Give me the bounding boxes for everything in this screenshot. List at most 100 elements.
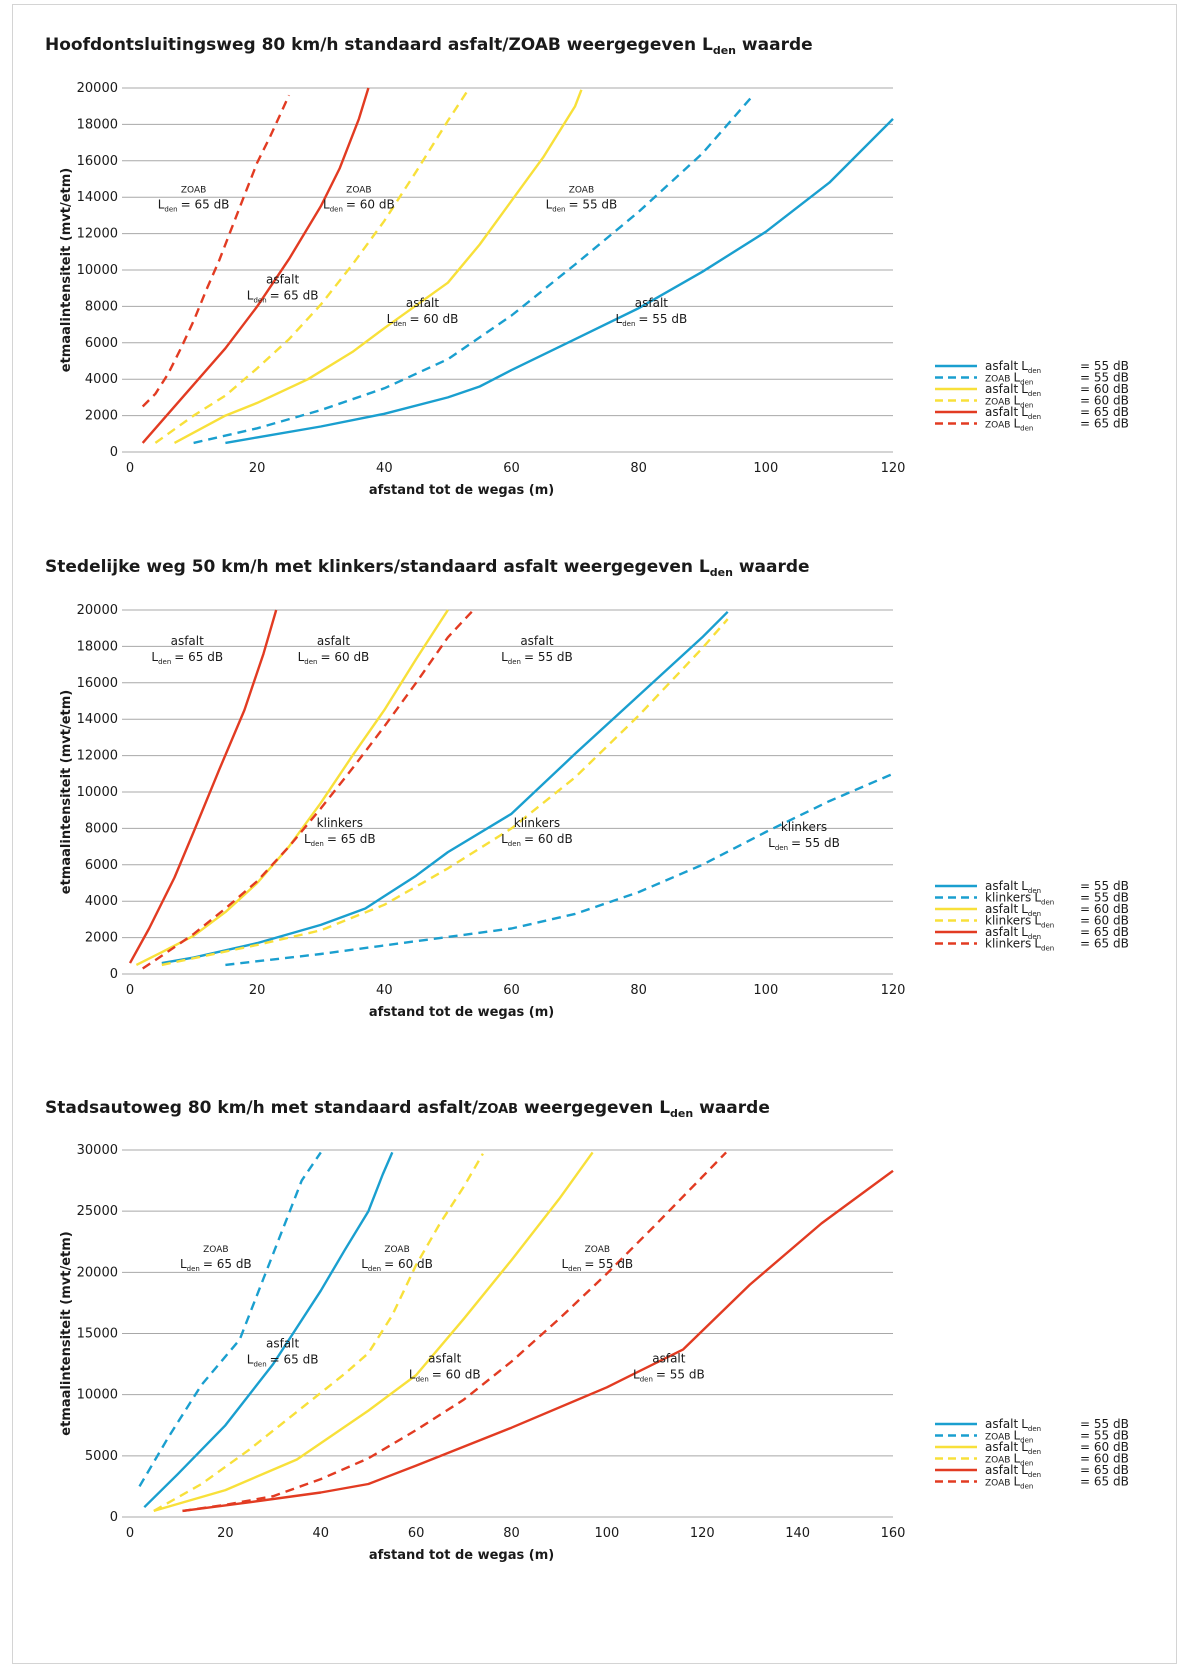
legend-subscript: den — [1020, 425, 1033, 433]
legend-label: asfalt Lden — [985, 1463, 1041, 1479]
legend-value: = 60 dB — [1080, 394, 1129, 408]
y-tick-label: 5000 — [85, 1449, 118, 1464]
annotation-symbol: L — [561, 1257, 568, 1271]
legend-symbol: L — [1021, 879, 1028, 893]
legend-subscript: den — [1028, 390, 1041, 398]
legend-label-text: asfalt — [985, 1463, 1019, 1477]
series-line-blue-solid — [161, 610, 729, 965]
y-tick-label: 16000 — [77, 154, 118, 169]
legend-label: klinkers Lden — [985, 891, 1054, 907]
legend-label-text: asfalt — [985, 925, 1019, 939]
legend-subscript: den — [1028, 1448, 1041, 1456]
x-tick-label: 0 — [126, 1526, 134, 1541]
annotation-label: ZOAB — [384, 1245, 409, 1255]
annotation-symbol: L — [546, 197, 553, 211]
x-tick-label: 120 — [881, 461, 906, 476]
y-tick-label: 6000 — [85, 336, 118, 351]
annotation-value: Lden = 60 dB — [501, 832, 573, 848]
annotation-db: = 60 dB — [346, 197, 395, 211]
legend-subscript: den — [1028, 910, 1041, 918]
x-tick-label: 40 — [376, 983, 393, 998]
y-tick-label: 20000 — [77, 603, 118, 618]
legend-symbol: L — [1034, 914, 1041, 928]
legend-label: asfalt Lden — [985, 1440, 1041, 1456]
series-line-red-solid — [141, 87, 370, 444]
x-tick-label: 80 — [630, 461, 647, 476]
annotation-value: Lden = 65 dB — [158, 197, 230, 213]
annotation-db: = 60 dB — [432, 1367, 481, 1381]
chart-title: Hoofdontsluitingsweg 80 km/h standaard a… — [45, 35, 813, 57]
legend-value: = 65 dB — [1080, 417, 1129, 431]
chart-title-symbol: L — [702, 35, 713, 55]
chart-title-text: Hoofdontsluitingsweg 80 km/h standaard a… — [45, 35, 702, 55]
annotation-label: ZOAB — [346, 185, 371, 195]
x-tick-label: 20 — [249, 983, 266, 998]
x-tick-label: 100 — [753, 461, 778, 476]
x-tick-label: 80 — [503, 1526, 520, 1541]
legend-label: ZOAB Lden — [985, 1475, 1033, 1491]
annotation-value: Lden = 65 dB — [151, 650, 223, 666]
legend-label: asfalt Lden — [985, 359, 1041, 375]
annotation-subscript: den — [640, 1375, 653, 1383]
annotation-label: klinkers — [514, 816, 560, 830]
legend-subscript: den — [1028, 367, 1041, 375]
chart-title-end: waarde — [693, 1098, 770, 1118]
x-tick-label: 40 — [312, 1526, 329, 1541]
series-line-red-dashed — [142, 609, 475, 970]
legend-label-text: asfalt — [985, 359, 1019, 373]
legend-subscript: den — [1041, 922, 1054, 930]
annotation-subscript: den — [311, 840, 324, 848]
annotation-label: asfalt — [266, 1337, 300, 1351]
annotation-label: asfalt — [652, 1351, 686, 1365]
legend-label-text: ZOAB — [985, 1433, 1010, 1443]
annotation-symbol: L — [501, 832, 508, 846]
legend-subscript: den — [1020, 379, 1033, 387]
series-line-yellow-solid — [173, 89, 583, 444]
annotation-value: Lden = 55 dB — [616, 312, 688, 328]
legend-subscript: den — [1028, 1425, 1041, 1433]
annotation-value: Lden = 60 dB — [387, 312, 459, 328]
legend-value: = 55 dB — [1080, 879, 1129, 893]
chart-1: Hoofdontsluitingsweg 80 km/h standaard a… — [45, 35, 1129, 498]
chart-title-smallcaps: ZOAB — [478, 1102, 518, 1117]
legend-symbol: L — [1013, 371, 1020, 385]
annotation-db: = 65 dB — [203, 1257, 252, 1271]
annotation-value: Lden = 60 dB — [361, 1257, 433, 1273]
legend-value: = 65 dB — [1080, 405, 1129, 419]
y-tick-label: 12000 — [77, 749, 118, 764]
y-tick-label: 20000 — [77, 1265, 118, 1280]
x-tick-label: 0 — [126, 461, 134, 476]
series-line-red-dashed — [141, 94, 291, 408]
annotation-symbol: L — [501, 650, 508, 664]
annotation-symbol: L — [768, 836, 775, 850]
annotation-symbol: L — [323, 197, 330, 211]
y-tick-label: 18000 — [77, 639, 118, 654]
y-tick-label: 16000 — [77, 676, 118, 691]
y-axis-title: etmaalintensiteit (mvt/etm) — [59, 168, 74, 372]
chart-title-subscript: den — [713, 44, 736, 57]
x-tick-label: 60 — [503, 983, 520, 998]
annotation-db: = 55 dB — [656, 1367, 705, 1381]
annotation-value: Lden = 65 dB — [304, 832, 376, 848]
annotation-db: = 65 dB — [174, 650, 223, 664]
x-tick-label: 60 — [503, 461, 520, 476]
legend-value: = 55 dB — [1080, 1429, 1129, 1443]
legend-label-text: ZOAB — [985, 375, 1010, 385]
legend-label-text: ZOAB — [985, 421, 1010, 431]
chart-title-symbol: L — [699, 557, 710, 577]
legend-label-text: klinkers — [985, 914, 1031, 928]
y-tick-label: 8000 — [85, 299, 118, 314]
x-tick-label: 100 — [594, 1526, 619, 1541]
y-tick-label: 2000 — [85, 409, 118, 424]
y-tick-label: 0 — [110, 967, 118, 982]
legend-value: = 60 dB — [1080, 1452, 1129, 1466]
x-tick-label: 0 — [126, 983, 134, 998]
legend-symbol: L — [1013, 417, 1020, 431]
x-tick-label: 20 — [217, 1526, 234, 1541]
y-tick-label: 14000 — [77, 712, 118, 727]
y-tick-label: 2000 — [85, 931, 118, 946]
series-line-blue-solid — [225, 118, 894, 445]
y-tick-label: 0 — [110, 1510, 118, 1525]
annotation-symbol: L — [180, 1257, 187, 1271]
annotation-value: Lden = 60 dB — [323, 197, 395, 213]
